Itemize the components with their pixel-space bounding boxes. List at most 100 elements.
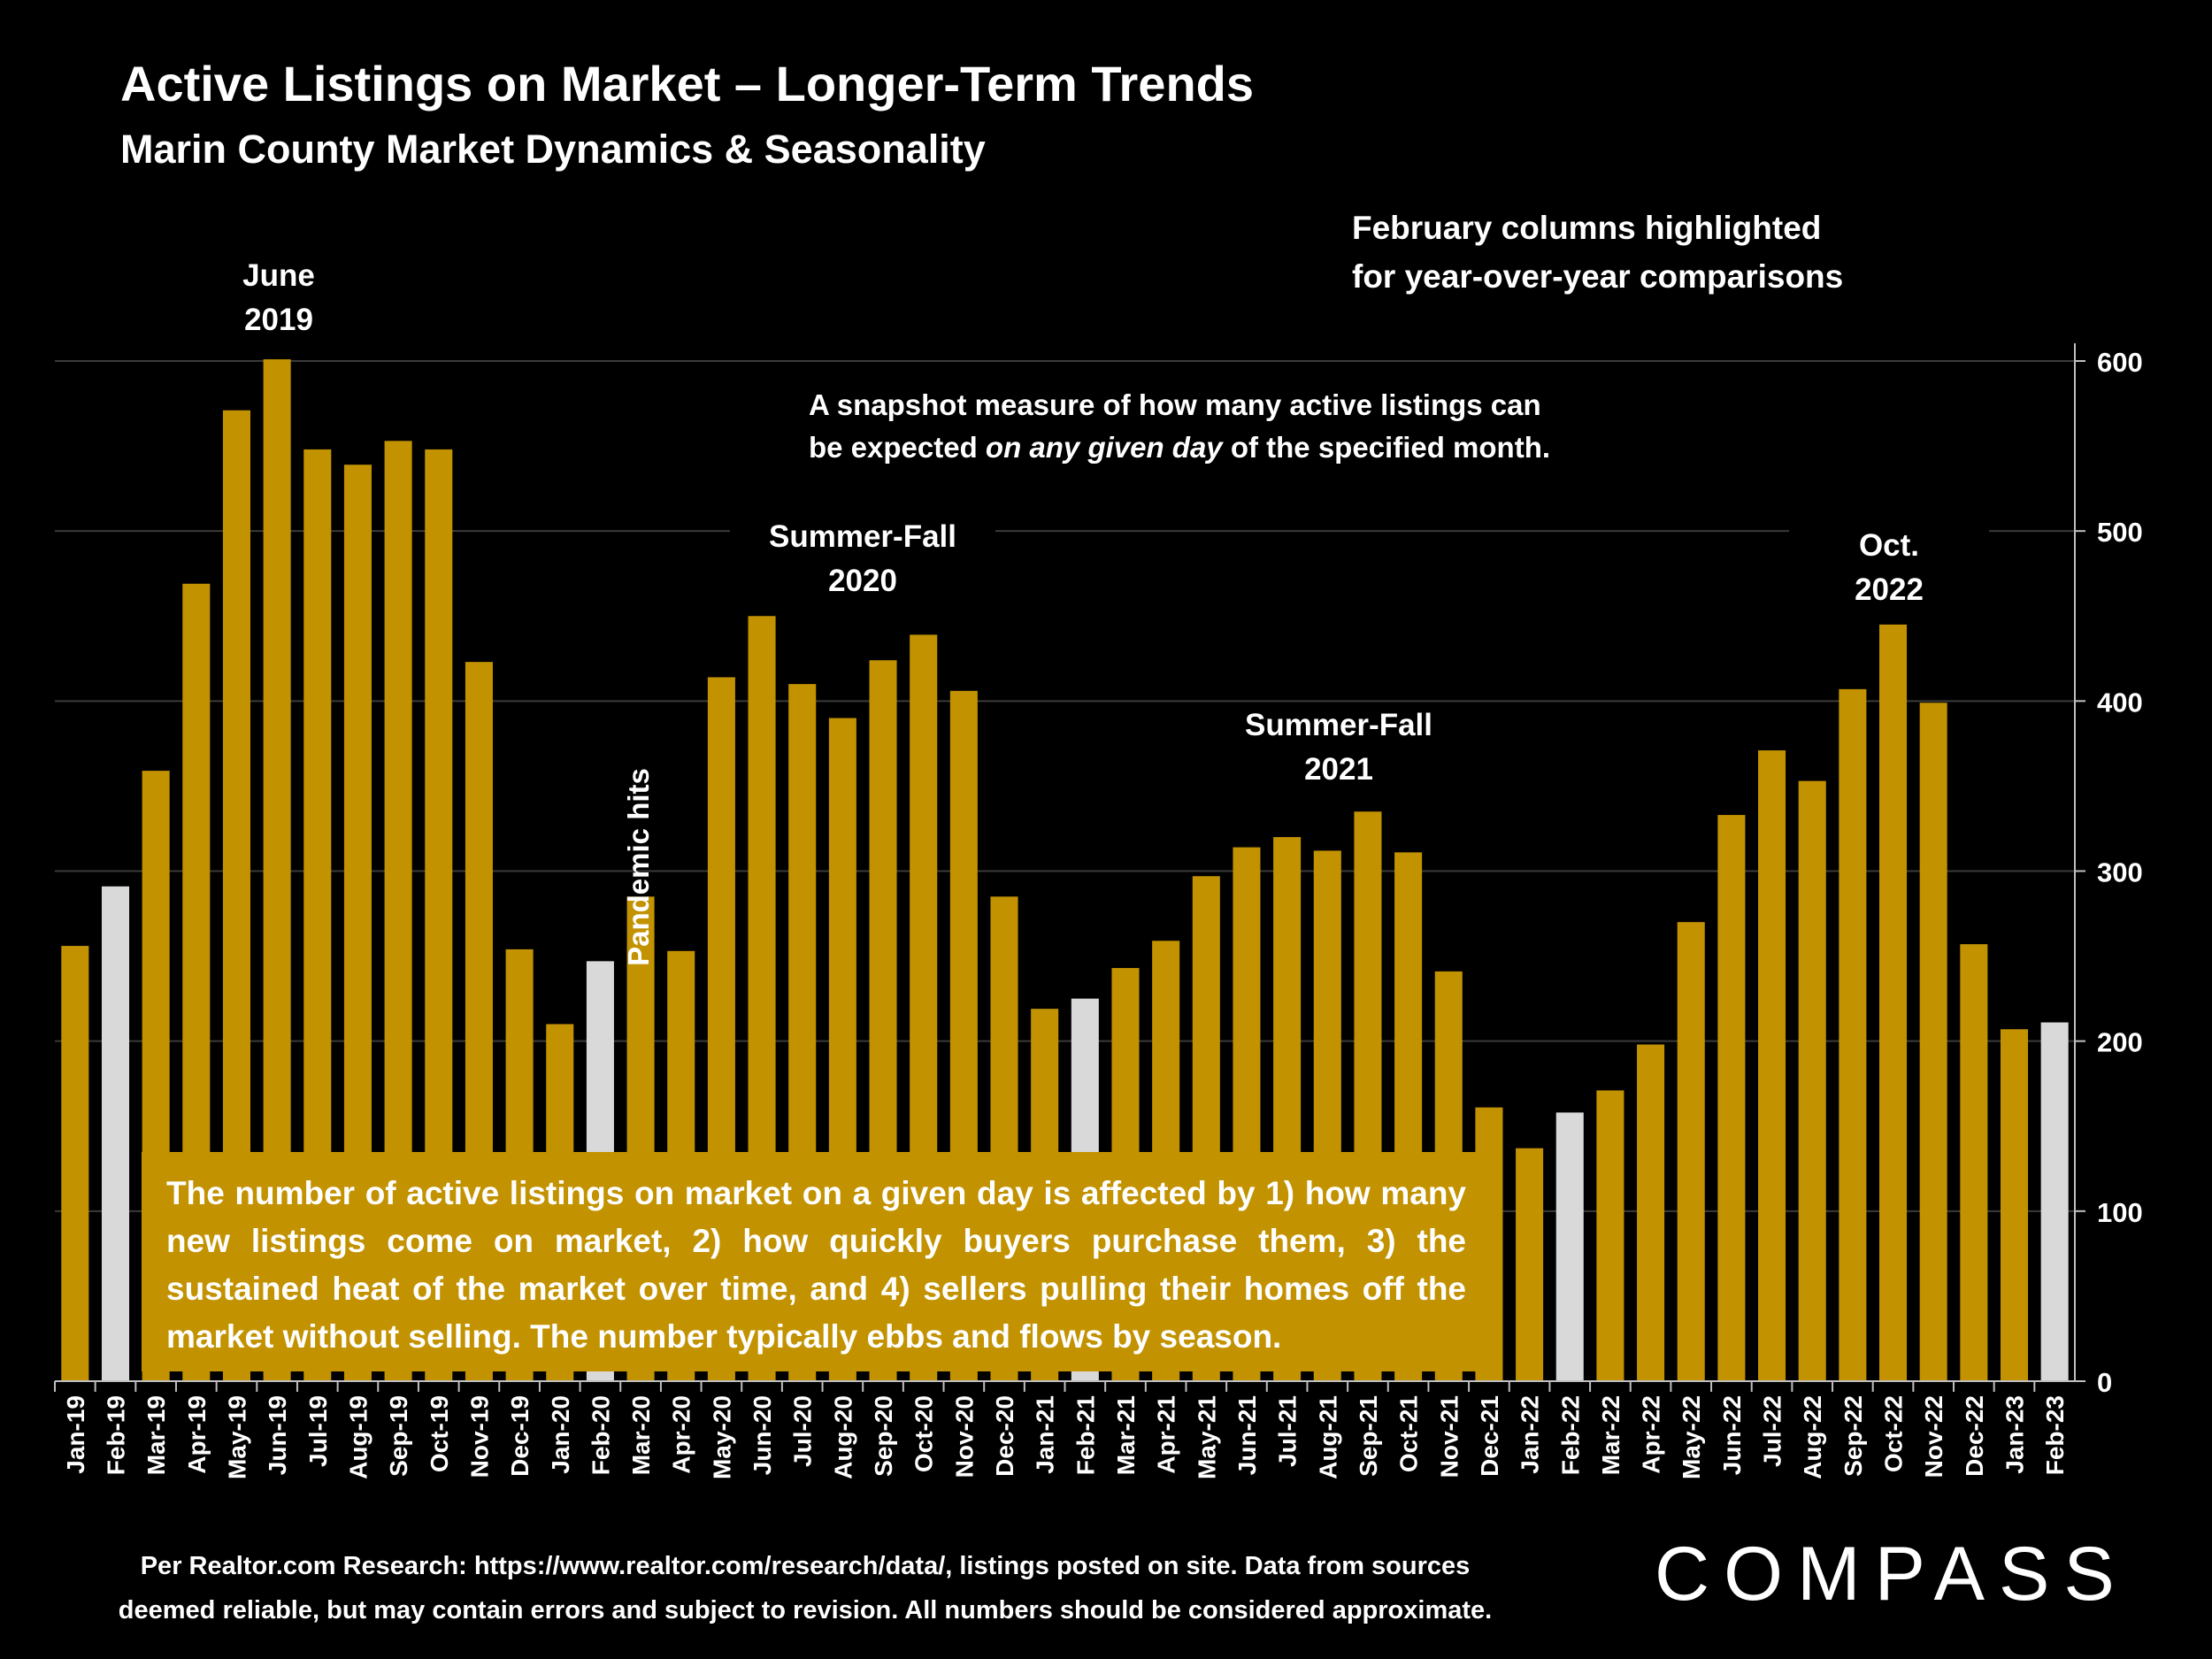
chart-subtitle: Marin County Market Dynamics & Seasonali…: [120, 127, 986, 172]
x-tick-label: Feb-22: [1556, 1395, 1584, 1475]
x-tick-label: Nov-19: [465, 1395, 493, 1478]
x-tick-label: Mar-20: [627, 1395, 655, 1475]
x-tick-label: Jan-20: [547, 1395, 574, 1474]
x-tick-label: Aug-19: [344, 1395, 372, 1479]
note-emphasis: on any given day: [985, 431, 1223, 464]
x-tick-label: Jun-22: [1718, 1395, 1746, 1475]
bar-Jan-23: [2000, 1029, 2029, 1381]
note-text: of the specified month.: [1222, 431, 1551, 464]
x-tick-label: Oct-20: [910, 1395, 938, 1472]
annotation-line: Oct.: [1858, 528, 1920, 563]
x-tick-label: Nov-21: [1435, 1395, 1463, 1478]
y-tick-label: 200: [2097, 1027, 2143, 1058]
x-tick-label: Aug-22: [1799, 1395, 1826, 1479]
x-tick-label: Nov-22: [1920, 1395, 1947, 1478]
x-tick-label: Jul-19: [304, 1395, 332, 1467]
x-tick-label: Mar-21: [1112, 1395, 1140, 1475]
bar-Jan-19: [61, 946, 89, 1381]
x-tick-label: Dec-19: [506, 1395, 534, 1477]
x-tick-label: Jul-22: [1759, 1395, 1786, 1467]
x-tick-label: Feb-20: [587, 1395, 614, 1475]
bar-Jan-22: [1516, 1148, 1544, 1381]
note-line: be expected on any given day of the spec…: [809, 426, 1550, 469]
footnote-line: deemed reliable, but may contain errors …: [118, 1596, 1493, 1624]
x-tick-label: Apr-20: [668, 1395, 695, 1474]
x-tick-label: Sep-22: [1839, 1395, 1867, 1477]
annotation-june-2019: June 2019: [226, 254, 332, 342]
x-tick-label: May-19: [223, 1395, 250, 1479]
source-footnote: Per Realtor.com Research: https://www.re…: [115, 1544, 1495, 1632]
bar-Dec-22: [1960, 944, 1988, 1381]
y-tick-labels: 0 100 200 300 400 500 600: [2097, 347, 2143, 1398]
x-tick-label: Oct-19: [426, 1395, 453, 1472]
bar-Jul-22: [1758, 750, 1786, 1381]
bar-Feb-19: [101, 886, 130, 1381]
x-tick-label: Aug-20: [829, 1395, 856, 1479]
bar-Apr-22: [1637, 1044, 1665, 1381]
x-tick-label: Jan-23: [2001, 1395, 2029, 1474]
february-highlight-note: February columns highlighted for year-ov…: [1352, 204, 1843, 301]
x-tick-label: Sep-20: [870, 1395, 897, 1477]
x-tick-label: Dec-22: [1961, 1395, 1988, 1477]
note-line: for year-over-year comparisons: [1352, 258, 1844, 295]
annotation-line: June: [242, 258, 315, 293]
x-tick-label: Jan-21: [1032, 1395, 1059, 1474]
annotation-summer-fall-2021: Summer-Fall 2021: [1219, 703, 1458, 792]
bar-Nov-22: [1919, 703, 1947, 1381]
x-tick-label: Feb-19: [102, 1395, 129, 1475]
bar-Aug-22: [1798, 780, 1826, 1381]
x-tick-label: Nov-20: [950, 1395, 978, 1478]
snapshot-note: A snapshot measure of how many active li…: [803, 384, 1556, 469]
y-tick-label: 300: [2097, 857, 2143, 888]
x-tick-label: Dec-21: [1476, 1395, 1503, 1477]
x-tick-label: Jan-22: [1517, 1395, 1544, 1474]
x-tick-label: Jan-19: [62, 1395, 89, 1474]
x-tick-label: Sep-21: [1355, 1395, 1382, 1477]
annotation-line: 2019: [244, 303, 313, 337]
bar-Feb-22: [1555, 1112, 1584, 1381]
x-tick-label: Jun-20: [749, 1395, 776, 1475]
x-tick-label: Apr-19: [183, 1395, 211, 1474]
bar-Jun-22: [1717, 815, 1746, 1381]
annotation-oct-2022: Oct. 2022: [1789, 524, 1989, 612]
x-tick-label: Mar-19: [142, 1395, 170, 1475]
x-tick-label: May-22: [1678, 1395, 1705, 1479]
x-tick-label: Aug-21: [1314, 1395, 1341, 1479]
compass-logo: COMPASS: [1655, 1532, 2129, 1617]
y-tick-label: 500: [2097, 517, 2143, 548]
note-line: February columns highlighted: [1352, 210, 1822, 246]
bar-Feb-23: [2040, 1022, 2069, 1381]
y-tick-label: 100: [2097, 1197, 2143, 1228]
chart-title: Active Listings on Market – Longer-Term …: [120, 56, 1254, 111]
x-tick-label: Oct-22: [1880, 1395, 1908, 1472]
y-tick-label: 400: [2097, 687, 2143, 718]
annotation-line: 2022: [1855, 572, 1924, 607]
note-line: A snapshot measure of how many active li…: [809, 388, 1541, 421]
note-text: be expected: [809, 431, 986, 464]
annotation-line: 2020: [828, 564, 897, 598]
y-tick-label: 0: [2097, 1367, 2112, 1398]
x-tick-label: Apr-22: [1638, 1395, 1665, 1474]
x-tick-label: Mar-22: [1597, 1395, 1624, 1475]
x-tick-label: Jun-19: [264, 1395, 291, 1475]
explanation-box: The number of active listings on market …: [142, 1152, 1491, 1371]
x-tick-label: Apr-21: [1153, 1395, 1180, 1474]
x-tick-label: Jul-21: [1274, 1395, 1302, 1467]
x-tick-label: Dec-20: [991, 1395, 1018, 1477]
x-tick-label: May-21: [1193, 1395, 1220, 1479]
annotation-pandemic-hits: Pandemic hits: [622, 768, 655, 966]
x-tick-label: Sep-19: [385, 1395, 412, 1477]
x-tick-labels: Jan-19 Feb-19 Mar-19 Apr-19 May-19 Jun-19 Jul-…: [54, 1381, 2069, 1479]
annotation-summer-fall-2020: Summer-Fall 2020: [730, 515, 995, 603]
footnote-line: Per Realtor.com Research: https://www.re…: [140, 1552, 1471, 1580]
bar-Sep-22: [1839, 688, 1867, 1381]
x-tick-label: Oct-21: [1395, 1395, 1423, 1472]
y-tick-label: 600: [2097, 347, 2143, 378]
annotation-line: Summer-Fall: [769, 519, 956, 554]
x-tick-label: Feb-23: [2041, 1395, 2069, 1475]
bar-Mar-22: [1596, 1090, 1624, 1381]
bar-May-22: [1677, 922, 1705, 1381]
annotation-line: Summer-Fall: [1245, 708, 1432, 742]
x-tick-label: Jul-20: [789, 1395, 817, 1467]
